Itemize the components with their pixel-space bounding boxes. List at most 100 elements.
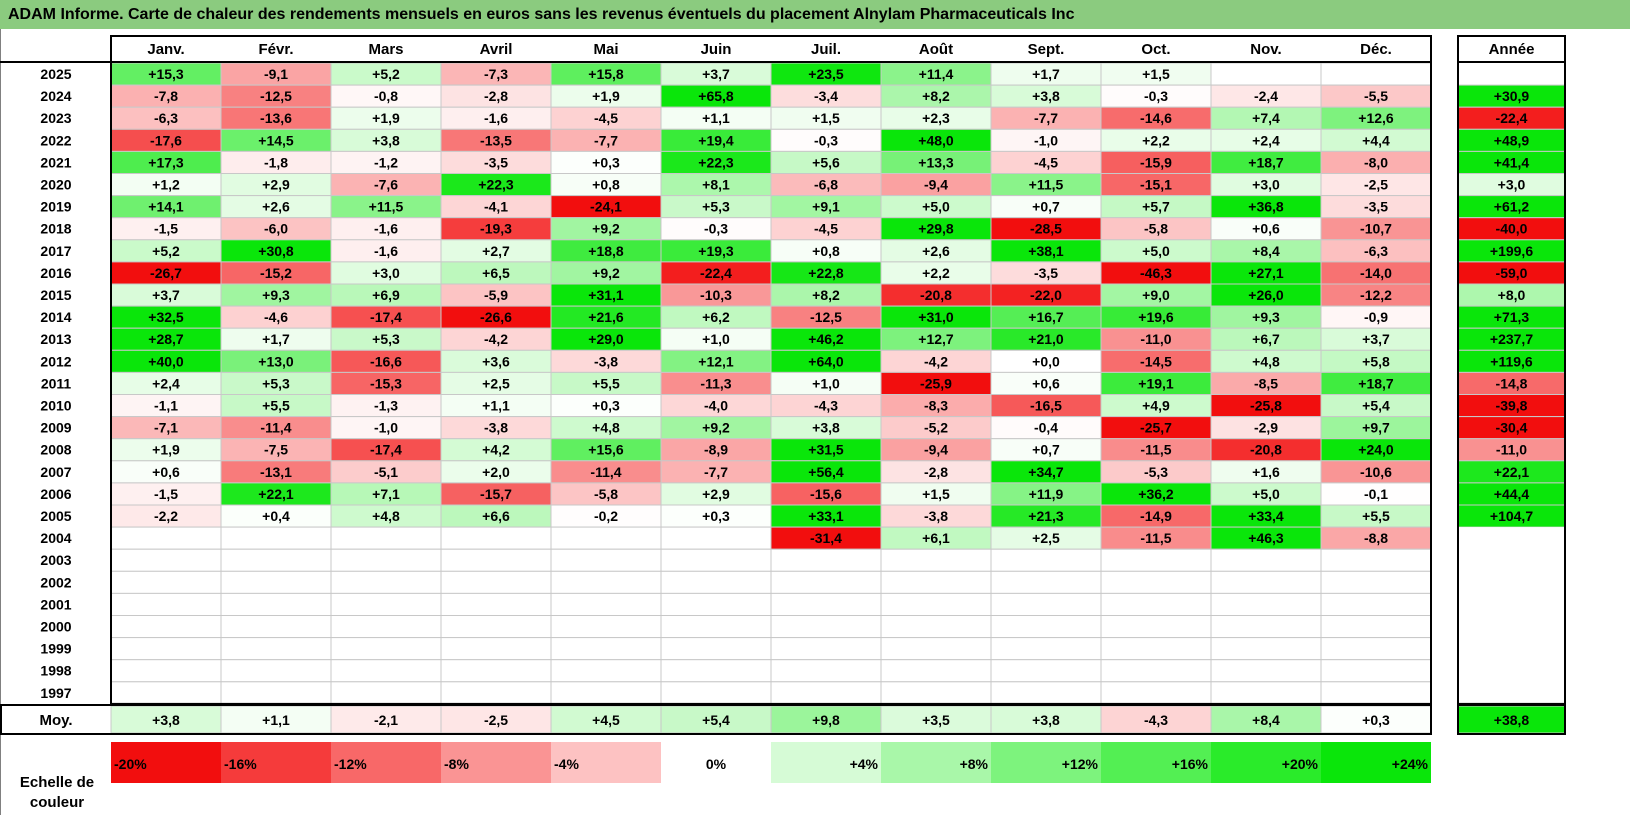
cell-value: -10,7 bbox=[1360, 221, 1392, 237]
year-label: 2025 bbox=[40, 66, 71, 82]
heatmap-cell bbox=[440, 659, 552, 683]
average-cell bbox=[110, 705, 222, 734]
cell-value: +3,7 bbox=[1362, 331, 1390, 347]
cell-value: -3,5 bbox=[1364, 199, 1388, 215]
heatmap-cell bbox=[550, 570, 662, 594]
cell-value: +19,4 bbox=[698, 132, 734, 148]
heatmap-cell bbox=[660, 526, 772, 550]
cell-value: +4,2 bbox=[482, 442, 510, 458]
cell-value: +8,1 bbox=[702, 177, 730, 193]
cell-value: -2,4 bbox=[1254, 88, 1278, 104]
cell-value: +1,5 bbox=[812, 110, 840, 126]
heatmap-cell bbox=[990, 659, 1102, 683]
average-value: +3,5 bbox=[922, 712, 950, 728]
average-cell bbox=[1210, 705, 1322, 734]
heatmap-cell bbox=[330, 615, 442, 639]
cell-value: -17,4 bbox=[370, 442, 402, 458]
heatmap-cell bbox=[440, 592, 552, 617]
cell-value: +2,6 bbox=[922, 243, 950, 259]
cell-value: +1,6 bbox=[1252, 464, 1280, 480]
year-label: 2016 bbox=[40, 265, 71, 281]
cell-value: +0,3 bbox=[592, 154, 620, 170]
cell-value: -4,2 bbox=[484, 331, 508, 347]
cell-value: +36,2 bbox=[1138, 486, 1174, 502]
cell-value: -2,9 bbox=[1254, 420, 1278, 436]
cell-value: +1,5 bbox=[1142, 66, 1170, 82]
heatmap-cell bbox=[660, 637, 772, 661]
cell-value: -26,6 bbox=[480, 309, 512, 325]
year-label: 2002 bbox=[40, 574, 71, 590]
heatmap-cell bbox=[770, 615, 882, 639]
cell-value: -31,4 bbox=[810, 530, 842, 546]
cell-value: +6,5 bbox=[482, 265, 510, 281]
year-label: 2024 bbox=[40, 88, 71, 104]
cell-value: +11,5 bbox=[369, 199, 404, 215]
cell-value: -11,4 bbox=[590, 464, 621, 480]
cell-value: +28,7 bbox=[148, 331, 184, 347]
average-annual-value: +38,8 bbox=[1494, 712, 1530, 728]
cell-value: +1,1 bbox=[702, 110, 730, 126]
heatmap-cell bbox=[990, 615, 1102, 639]
cell-value: -0,4 bbox=[1034, 420, 1058, 436]
cell-value: +8,2 bbox=[922, 88, 950, 104]
heatmap-cell bbox=[110, 681, 222, 705]
cell-value: -1,0 bbox=[1034, 132, 1058, 148]
cell-value: +5,0 bbox=[1252, 486, 1280, 502]
cell-value: +29,8 bbox=[918, 221, 954, 237]
heatmap-cell bbox=[1210, 681, 1322, 705]
cell-value: -6,3 bbox=[1364, 243, 1388, 259]
cell-value: -1,3 bbox=[374, 398, 398, 414]
cell-value: +21,0 bbox=[1028, 331, 1064, 347]
color-scale-swatch bbox=[1211, 742, 1321, 783]
heatmap-cell bbox=[550, 526, 662, 550]
cell-value: -24,1 bbox=[590, 199, 622, 215]
cell-value: +0,0 bbox=[1032, 353, 1060, 369]
heatmap-cell bbox=[330, 526, 442, 550]
cell-value: -13,5 bbox=[480, 132, 512, 148]
heatmap-cell bbox=[1210, 637, 1322, 661]
cell-value: +2,6 bbox=[262, 199, 290, 215]
heatmap-cell bbox=[1210, 548, 1322, 572]
cell-value: +9,3 bbox=[1252, 309, 1280, 325]
cell-value: +0,6 bbox=[152, 464, 180, 480]
month-header: Juin bbox=[701, 41, 732, 58]
heatmap-cell bbox=[1210, 62, 1322, 86]
annual-value: +199,6 bbox=[1490, 243, 1533, 259]
annual-cell bbox=[1458, 659, 1565, 682]
month-header: Sept. bbox=[1028, 41, 1065, 58]
cell-value: +23,5 bbox=[808, 66, 844, 82]
annual-value: +48,9 bbox=[1494, 132, 1530, 148]
color-scale-tick: -16% bbox=[224, 756, 257, 772]
heatmap-cell bbox=[660, 681, 772, 705]
color-scale-tick: +12% bbox=[1062, 756, 1099, 772]
cell-value: -4,2 bbox=[924, 353, 948, 369]
cell-value: -15,7 bbox=[480, 486, 512, 502]
average-frame bbox=[0, 704, 1432, 735]
cell-value: -5,3 bbox=[1144, 464, 1168, 480]
color-scale-swatch bbox=[1321, 742, 1431, 783]
cell-value: +5,5 bbox=[1362, 508, 1390, 524]
annual-value: +71,3 bbox=[1494, 309, 1530, 325]
heatmap-cell bbox=[220, 526, 332, 550]
heatmap-cell bbox=[330, 548, 442, 572]
heatmap-cell bbox=[330, 592, 442, 617]
heatmap-cell bbox=[550, 548, 662, 572]
annual-value: -39,8 bbox=[1496, 398, 1528, 414]
year-label: 2006 bbox=[40, 486, 71, 502]
color-scale-tick: -8% bbox=[444, 756, 469, 772]
year-label: 2014 bbox=[40, 309, 71, 325]
cell-value: +8,2 bbox=[812, 287, 840, 303]
annual-cell bbox=[1458, 615, 1565, 638]
cell-value: -8,0 bbox=[1364, 154, 1388, 170]
year-column-header: Année bbox=[1489, 41, 1535, 58]
cell-value: +21,6 bbox=[588, 309, 624, 325]
cell-value: +48,0 bbox=[918, 132, 954, 148]
cell-value: -8,9 bbox=[704, 442, 728, 458]
cell-value: +29,0 bbox=[588, 331, 624, 347]
average-value: +0,3 bbox=[1362, 712, 1390, 728]
cell-value: +18,7 bbox=[1358, 375, 1394, 391]
cell-value: -2,8 bbox=[924, 464, 948, 480]
heatmap-cell bbox=[770, 570, 882, 594]
cell-value: -3,8 bbox=[484, 420, 508, 436]
cell-value: +2,5 bbox=[1032, 530, 1060, 546]
